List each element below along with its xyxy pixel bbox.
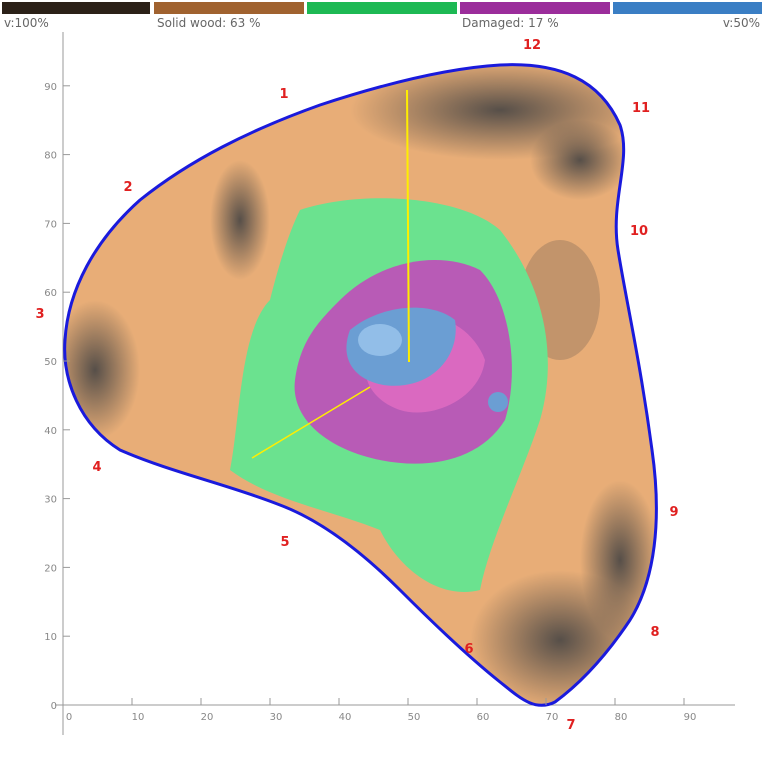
y-tick-label: 60 — [44, 288, 57, 299]
legend-label: Solid wood: 63 % — [157, 16, 261, 30]
y-tick-label: 0 — [51, 701, 57, 712]
legend-label: v:100% — [4, 16, 49, 30]
y-tick-label: 90 — [44, 82, 57, 93]
sensor-label: 5 — [280, 535, 289, 550]
x-tick-label: 90 — [684, 712, 697, 723]
x-tick-label: 30 — [270, 712, 283, 723]
sensor-label: 12 — [523, 38, 541, 53]
crack-line — [251, 386, 371, 459]
axes — [55, 32, 735, 735]
color-bar — [2, 2, 762, 14]
sensor-label: 2 — [123, 180, 132, 195]
outline — [63, 63, 658, 707]
y-tick-label: 10 — [44, 632, 57, 643]
x-tick-label: 50 — [408, 712, 421, 723]
y-tick-label: 70 — [44, 219, 57, 230]
sensor-label: 8 — [650, 625, 659, 640]
x-tick-label: 20 — [201, 712, 214, 723]
crack-line — [406, 89, 410, 363]
legend-label: Damaged: 17 % — [462, 16, 559, 30]
sensor-label: 11 — [632, 101, 650, 116]
x-tick-label: 40 — [339, 712, 352, 723]
y-tick-label: 40 — [44, 426, 57, 437]
sensor-label: 1 — [279, 87, 288, 102]
y-tick-label: 50 — [44, 357, 57, 368]
sensor-label: 7 — [566, 718, 575, 733]
x-tick-label: 10 — [132, 712, 145, 723]
y-tick-label: 20 — [44, 563, 57, 574]
sensor-label: 4 — [92, 460, 101, 475]
x-tick-label: 60 — [477, 712, 490, 723]
x-tick-label: 80 — [615, 712, 628, 723]
sensor-label: 10 — [630, 224, 648, 239]
x-tick-label: 70 — [546, 712, 559, 723]
y-tick-label: 80 — [44, 151, 57, 162]
y-tick-label: 30 — [44, 495, 57, 506]
sensor-label: 9 — [669, 505, 678, 520]
legend-label: v:50% — [723, 16, 760, 30]
x-tick-label: 0 — [66, 712, 72, 723]
sensor-label: 6 — [464, 642, 473, 657]
sensor-label: 3 — [35, 307, 44, 322]
